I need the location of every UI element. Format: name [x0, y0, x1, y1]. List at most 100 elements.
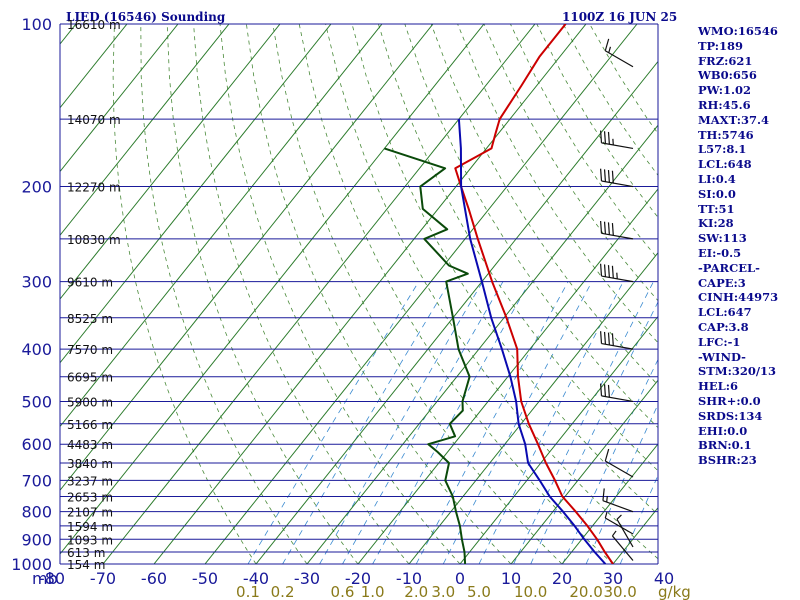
isotherm-line — [60, 24, 485, 555]
temperature-tick-label: 20 — [552, 569, 572, 588]
isotherm-line — [60, 24, 179, 173]
pressure-tick-label: 500 — [21, 392, 52, 411]
height-label: 8525 m — [67, 312, 113, 326]
pressure-tick-label: 400 — [21, 340, 52, 359]
pressure-tick-label: 600 — [21, 435, 52, 454]
isotherm-line — [357, 188, 658, 564]
mixing-ratio-label: 20.0 — [569, 583, 602, 600]
height-label: 2107 m — [67, 506, 113, 520]
isotherm-line — [510, 379, 658, 564]
index-line: BSHR:23 — [698, 453, 757, 468]
index-line: KI:28 — [698, 216, 734, 231]
sounding-line-1 — [384, 147, 471, 564]
pressure-tick-label: 800 — [21, 503, 52, 522]
isotherm-line — [153, 24, 587, 564]
index-line: CAPE:3 — [698, 275, 746, 290]
mixing-ratio-label: 3.0 — [431, 583, 455, 600]
index-line: RH:45.6 — [698, 97, 751, 112]
pressure-tick-label: 1000 — [11, 555, 52, 574]
wind-barbs — [600, 38, 634, 561]
isotherms — [60, 24, 658, 564]
sounding-line-2 — [457, 119, 607, 564]
mixing-ratio-label: 30.0 — [603, 583, 636, 600]
pressure-tick-label: 200 — [21, 178, 52, 197]
wind-barb — [604, 38, 634, 68]
index-line: TP:189 — [698, 38, 744, 53]
temperature-tick-label: 0 — [455, 569, 465, 588]
dry-adiabat — [219, 24, 461, 564]
wind-barb — [600, 331, 634, 350]
index-line: BRN:0.1 — [698, 438, 752, 453]
temperature-tick-label: -80 — [39, 569, 65, 588]
isotherm-line — [459, 315, 658, 564]
height-label: 3840 m — [67, 457, 113, 471]
dry-adiabat — [351, 24, 658, 515]
wind-barb — [600, 168, 634, 188]
mixing-ratio-unit: g/kg — [658, 583, 691, 600]
temperature-tick-label: -50 — [192, 569, 218, 588]
wind-barb — [600, 130, 634, 150]
height-label: 3237 m — [67, 474, 113, 488]
index-line: LFC:-1 — [698, 334, 741, 349]
height-label: 613 m — [67, 546, 105, 560]
mixing-ratio-line — [342, 281, 504, 564]
index-line: SW:113 — [698, 231, 747, 246]
mixing-ratio-label: 0.6 — [331, 583, 355, 600]
dry-adiabat — [112, 24, 257, 564]
wind-barb — [602, 488, 634, 513]
height-label: 4483 m — [67, 438, 113, 452]
isotherm-line — [561, 443, 658, 564]
temperature-tick-label: 10 — [501, 569, 521, 588]
temperature-tick-label: -20 — [345, 569, 371, 588]
isotherm-line — [255, 60, 658, 564]
dry-adiabat — [246, 24, 512, 564]
height-label: 14070 m — [67, 113, 121, 127]
wind-barb — [611, 530, 634, 561]
isotherm-line — [60, 24, 281, 300]
dry-adiabats — [112, 24, 658, 564]
index-line: LCL:647 — [698, 305, 752, 320]
wind-barb — [604, 511, 634, 535]
pressure-tick-label: 300 — [21, 273, 52, 292]
mixing-ratio-label: 2.0 — [404, 583, 428, 600]
index-line: SI:0.0 — [698, 186, 736, 201]
index-line: MAXT:37.4 — [698, 112, 769, 127]
mixing-ratio-line — [282, 281, 451, 564]
height-label: 7570 m — [67, 343, 113, 357]
mixing-ratio-label: 1.0 — [361, 583, 385, 600]
index-line: CINH:44973 — [698, 290, 779, 305]
index-line: PW:1.02 — [698, 83, 752, 98]
height-label: 1594 m — [67, 520, 113, 534]
mixing-ratio-line — [247, 281, 420, 564]
index-line: LI:0.4 — [698, 171, 736, 186]
pressure-tick-label: 100 — [21, 15, 52, 34]
temperature-tick-label: 40 — [654, 569, 674, 588]
index-line: TT:51 — [698, 201, 735, 216]
dry-adiabat — [298, 24, 614, 564]
index-line: HEL:6 — [698, 379, 738, 394]
temperature-tick-label: 30 — [603, 569, 623, 588]
index-line: TH:5746 — [698, 127, 754, 142]
index-line: -PARCEL- — [698, 260, 760, 275]
mixing-ratio-label: 5.0 — [467, 583, 491, 600]
mixing-ratio-line — [530, 301, 658, 564]
dry-adiabat — [166, 24, 359, 564]
mixing-ratio-line — [562, 358, 658, 564]
isotherm-line — [60, 24, 434, 492]
isotherm-line — [60, 24, 230, 237]
sounding-profiles — [384, 24, 614, 564]
pressure-unit-label: mb — [32, 569, 58, 588]
chart-time: 1100Z 16 JUN 25 — [562, 10, 677, 24]
height-label: 16610 m — [67, 18, 121, 32]
wind-barb — [604, 448, 634, 478]
isobars — [59, 23, 659, 565]
mixing-ratio-label: 0.1 — [236, 583, 260, 600]
wind-barb — [600, 263, 634, 283]
index-line: LCL:648 — [698, 157, 752, 172]
height-label: 154 m — [67, 558, 105, 572]
index-line: STM:320/13 — [698, 364, 777, 379]
index-line: WMO:16546 — [698, 24, 778, 38]
temperature-tick-label: -10 — [396, 569, 422, 588]
wind-barb — [616, 514, 634, 548]
